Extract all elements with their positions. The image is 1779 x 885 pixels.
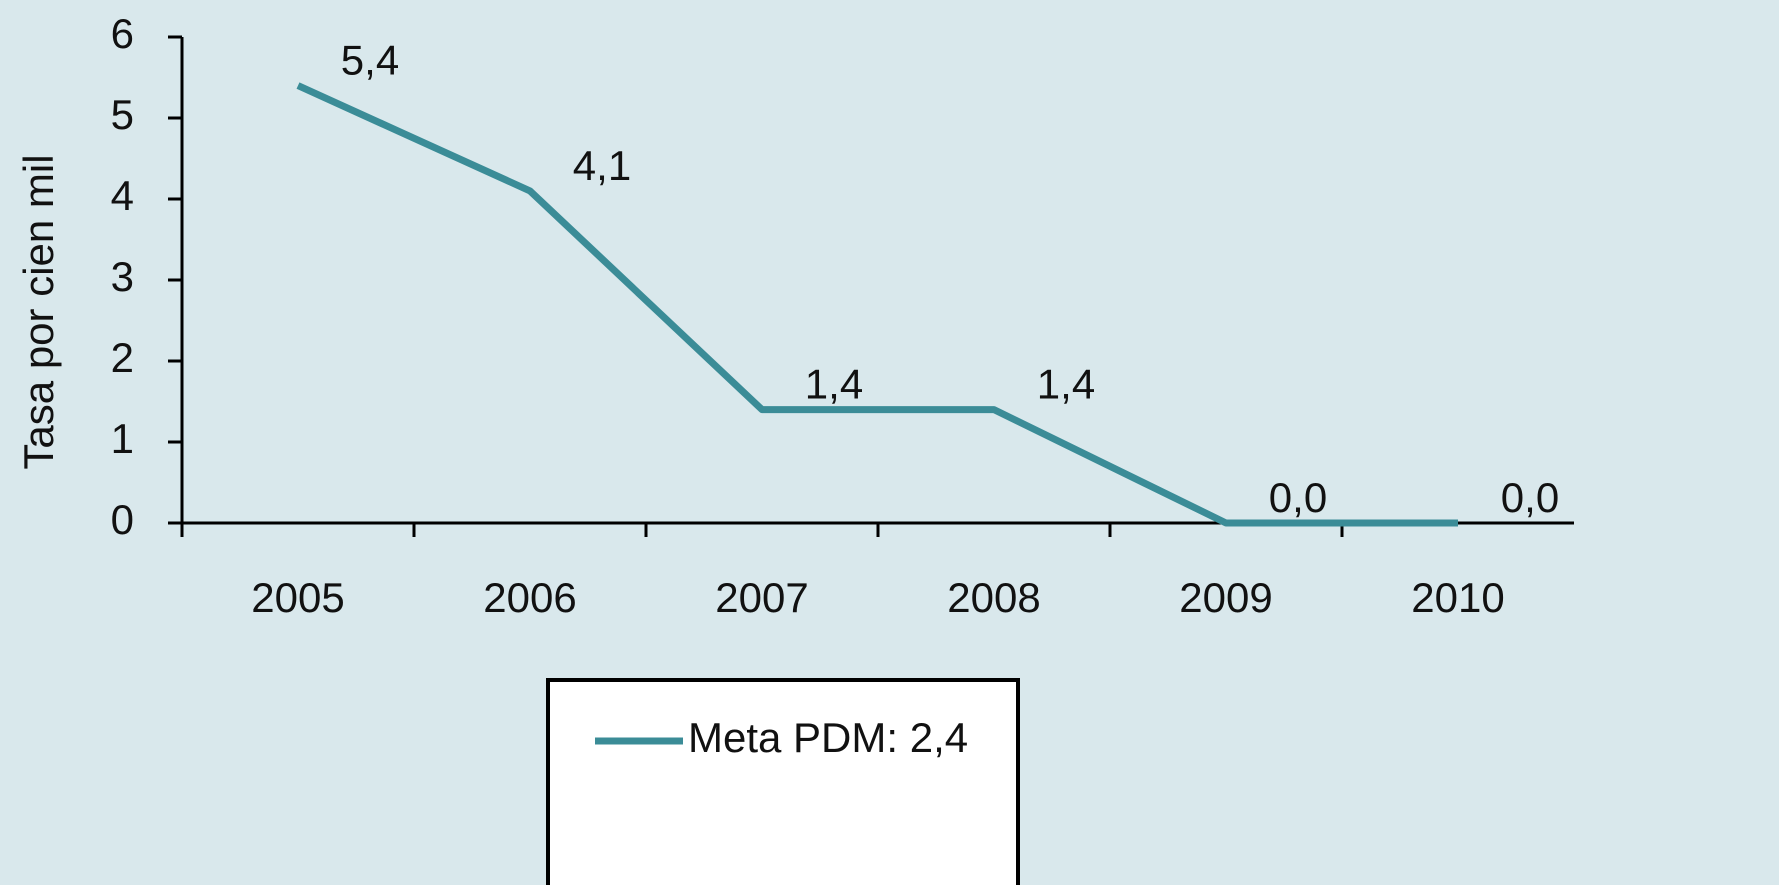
y-axis-label: Tasa por cien mil [15, 154, 62, 469]
x-tick-label: 2006 [483, 574, 576, 621]
x-tick-label: 2009 [1179, 574, 1272, 621]
legend-label: Meta PDM: 2,4 [688, 714, 968, 761]
x-tick-label: 2010 [1411, 574, 1504, 621]
x-tick-label: 2007 [715, 574, 808, 621]
data-line [296, 82, 1458, 527]
data-label: 1,4 [1037, 361, 1095, 408]
y-tick-label: 6 [111, 10, 134, 57]
y-tick-label: 3 [111, 253, 134, 300]
y-tick-label: 2 [111, 334, 134, 381]
x-tick-label: 2008 [947, 574, 1040, 621]
y-tick-label: 0 [111, 496, 134, 543]
data-label: 0,0 [1269, 474, 1327, 521]
data-label: 1,4 [805, 361, 863, 408]
y-tick-label: 5 [111, 91, 134, 138]
y-tick-label: 4 [111, 172, 134, 219]
legend-box [546, 678, 1020, 885]
x-tick-label: 2005 [251, 574, 344, 621]
data-label: 5,4 [341, 37, 399, 84]
data-label: 4,1 [573, 142, 631, 189]
y-tick-label: 1 [111, 415, 134, 462]
data-label: 0,0 [1501, 474, 1559, 521]
